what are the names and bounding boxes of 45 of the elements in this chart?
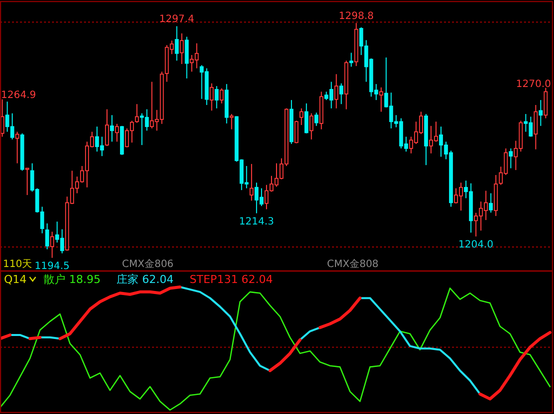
candlestick [110, 114, 114, 142]
candlestick [334, 74, 338, 109]
annotation: CMX金806 [122, 258, 174, 270]
series-label: STEP131 62.04 [190, 273, 273, 286]
annotation: 1297.4 [159, 14, 194, 26]
candlestick [534, 104, 538, 150]
candlestick [294, 120, 298, 144]
candlestick [184, 36, 189, 79]
candlestick [50, 231, 54, 258]
candlestick [134, 104, 139, 124]
candlestick [115, 123, 119, 142]
candlestick [339, 82, 344, 105]
candlestick [25, 168, 30, 196]
annotation: 110天 [3, 259, 32, 270]
candlestick [210, 82, 214, 112]
annotation: CMX金808 [327, 258, 379, 270]
candlestick [314, 112, 318, 126]
candlestick [508, 148, 513, 169]
annotation: 1298.8 [338, 11, 374, 22]
annotation: 1204.0 [458, 239, 494, 250]
candlestick [544, 87, 548, 119]
candlestick [538, 100, 543, 126]
annotation: 1270.0 [516, 79, 551, 90]
candlestick [45, 222, 50, 250]
annotation: 1214.3 [239, 216, 274, 228]
annotation: 1264.9 [1, 90, 36, 101]
candlestick [230, 113, 234, 130]
candlestick [0, 98, 4, 138]
candlestick [299, 108, 304, 126]
text: 散户 18.95 [44, 273, 101, 286]
candlestick [250, 163, 254, 202]
candlestick [220, 88, 224, 104]
candlestick [349, 52, 354, 68]
candlestick [174, 26, 179, 62]
candlestick [304, 102, 308, 134]
candlestick [180, 32, 184, 65]
candlestick [214, 86, 219, 109]
candlestick [15, 131, 20, 164]
candlestick [105, 108, 109, 146]
candlestick [309, 112, 314, 140]
candlestick [488, 192, 493, 214]
chart-title: Q14 [4, 273, 27, 286]
candlestick [379, 86, 384, 112]
annotation: 1194.5 [34, 260, 70, 272]
series-label: 庄家 62.04 [116, 273, 174, 286]
